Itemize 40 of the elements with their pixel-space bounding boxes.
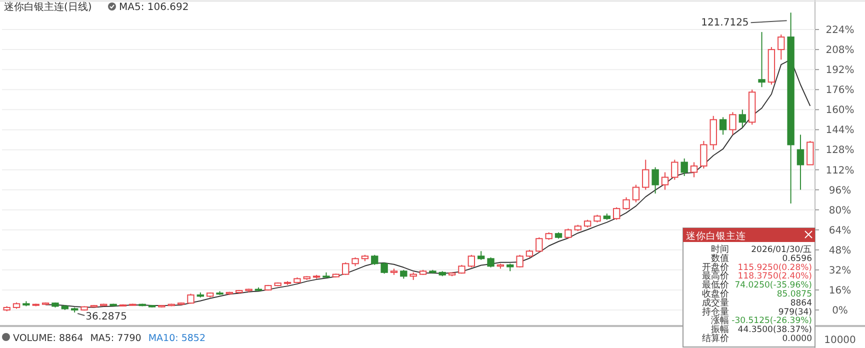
text: MA10: 5852 [148,333,206,344]
text: MA5: 106.692 [119,2,189,13]
y-tick-label: 208% [826,45,854,56]
annotation: 时间 [711,244,729,255]
y-tick-label: 176% [826,85,854,96]
text: 10000 [824,335,856,346]
annotation: 121.7125 [701,18,749,29]
annotation: 118.3750(2.40%) [738,272,812,282]
y-tick-label: 16% [828,285,852,296]
text: MA5: 7790 [90,333,142,344]
chart-title: 迷你白银主连(日线) [4,1,92,13]
annotation: 36.2875 [86,311,127,322]
annotation: 74.0250(-35.96%) [734,280,812,291]
annotation: -30.5125(-26.39%) [732,316,812,326]
y-tick-label: 160% [826,105,854,116]
y-tick-label: 112% [826,165,854,176]
text: 44.3500(38.37%) [738,325,812,336]
y-tick-label: 0% [832,305,848,316]
y-tick-label: 48% [828,245,852,256]
text: 0.0000 [782,334,812,344]
text: 结算价 [702,333,729,344]
annotation: 成交量 [702,297,729,308]
y-tick-label: 64% [828,225,852,236]
y-tick-label: 192% [826,65,854,76]
y-tick-label: 96% [828,185,852,196]
annotation: 979(34) [778,307,812,318]
y-tick-label: 128% [826,145,854,156]
annotation: 85.0875 [776,290,812,300]
y-tick-label: 144% [826,125,854,136]
text: VOLUME: 8864 [13,333,84,344]
annotation: 8864 [790,298,812,308]
annotation: 0.6596 [782,254,812,264]
annotation: 2026/01/30/五 [751,245,812,255]
annotation: 115.9250(0.28%) [738,262,812,273]
annotation: 数值 [711,252,729,264]
annotation: 迷你白银主连 [686,230,746,242]
y-tick-label: 32% [828,265,852,276]
y-tick-label: 80% [828,205,852,216]
annotation: 收盘价 [702,288,729,300]
y-tick-label: 224% [826,25,854,36]
